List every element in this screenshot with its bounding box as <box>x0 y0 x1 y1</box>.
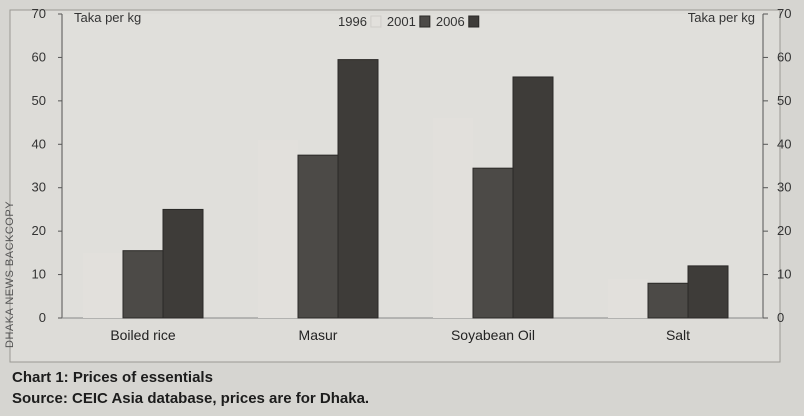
y-tick-label-right: 50 <box>777 93 791 108</box>
y-tick-label-right: 40 <box>777 136 791 151</box>
x-tick-label: Boiled rice <box>110 327 176 343</box>
x-tick-labels: Boiled rice Masur Soyabean Oil Salt <box>110 327 690 343</box>
bar-2006-soyabean-oil <box>512 76 554 319</box>
y-tick-label-left: 20 <box>32 223 46 238</box>
y-axis-label-right: Taka per kg <box>688 10 755 25</box>
legend-swatch <box>370 15 382 28</box>
bar-1996-soyabean-oil <box>433 118 473 318</box>
chart-title: Chart 1: Prices of essentials <box>12 369 213 386</box>
y-tick-label-left: 10 <box>32 267 46 282</box>
bar-1996-salt <box>608 278 648 318</box>
legend-swatch <box>468 15 480 28</box>
legend-label: 2006 <box>436 14 465 29</box>
y-tick-label-right: 10 <box>777 267 791 282</box>
y-tick-label-right: 0 <box>777 310 784 325</box>
legend: 1996 2001 2006 <box>338 14 480 29</box>
side-watermark-text: DHAKA NEWS BACKCOPY <box>4 200 16 348</box>
y-tick-label-left: 40 <box>32 136 46 151</box>
y-tick-label-left: 60 <box>32 49 46 64</box>
legend-label: 1996 <box>338 14 367 29</box>
chart-source: Source: CEIC Asia database, prices are f… <box>12 390 370 407</box>
y-tick-label-left: 50 <box>32 93 46 108</box>
bar-2001-salt <box>647 282 689 319</box>
y-axis-label-left: Taka per kg <box>74 10 141 25</box>
y-tick-label-right: 20 <box>777 223 791 238</box>
bar-2006-boiled-rice <box>162 208 204 319</box>
y-ticks-right: 0 10 20 30 40 50 60 70 <box>763 6 791 325</box>
x-tick-label: Masur <box>299 327 338 343</box>
bar-2001-masur <box>297 154 339 319</box>
bar-2006-salt <box>687 265 729 319</box>
y-tick-label-right: 60 <box>777 49 791 64</box>
legend-swatch <box>419 15 431 28</box>
y-tick-label-left: 70 <box>32 6 46 21</box>
y-tick-label-left: 30 <box>32 180 46 195</box>
y-tick-label-right: 70 <box>777 6 791 21</box>
y-tick-label-left: 0 <box>39 310 46 325</box>
legend-label: 2001 <box>387 14 416 29</box>
x-tick-label: Salt <box>666 327 690 343</box>
y-ticks-left: 0 10 20 30 40 50 60 70 <box>32 6 62 325</box>
bar-2001-soyabean-oil <box>472 167 514 319</box>
bar-2001-boiled-rice <box>122 250 164 319</box>
x-tick-label: Soyabean Oil <box>451 327 535 343</box>
bars <box>83 59 729 319</box>
y-tick-label-right: 30 <box>777 180 791 195</box>
bar-1996-boiled-rice <box>83 252 123 318</box>
bar-1996-masur <box>258 139 298 318</box>
bar-2006-masur <box>337 59 379 319</box>
